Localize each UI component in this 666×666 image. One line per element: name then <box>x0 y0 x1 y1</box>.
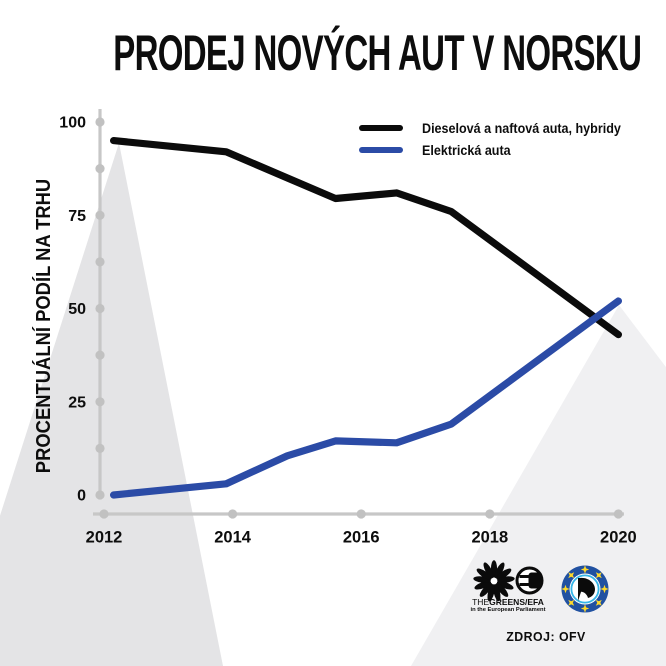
legend: Dieselová a naftová auta, hybridy Elektr… <box>359 117 636 161</box>
footer-logos <box>472 560 609 613</box>
greens-efa-sunflower-icon <box>472 560 516 602</box>
y-tick-75: 75 <box>68 208 86 225</box>
pirate-party-eu-icon <box>561 565 609 613</box>
legend-row-electric: Elektrická auta <box>359 139 636 161</box>
diesel-line-swatch <box>359 124 403 132</box>
legend-label-diesel: Dieselová a naftová auta, hybridy <box>422 120 621 136</box>
pirate-sail-glyph <box>578 577 595 601</box>
greens-efa-wordmark: THEGREENS/EFA <box>472 597 544 607</box>
diesel-hybrid-line <box>109 137 623 339</box>
y-axis-dots <box>95 117 105 500</box>
x-tick-2020: 2020 <box>600 529 637 547</box>
y-tick-100: 100 <box>59 115 86 132</box>
greens-efa-plug-icon <box>515 566 544 595</box>
x-tick-2018: 2018 <box>471 529 508 547</box>
legend-label-electric: Elektrická auta <box>422 142 511 158</box>
page-title: PRODEJ NOVÝCH AUT V NORSKU <box>113 25 642 81</box>
x-tick-2016: 2016 <box>343 529 380 547</box>
source-note: ZDROJ: OFV <box>506 629 586 644</box>
legend-row-diesel: Dieselová a naftová auta, hybridy <box>359 117 636 139</box>
x-axis-dots <box>99 509 624 519</box>
electric-line <box>109 297 623 499</box>
electric-line-swatch <box>359 146 403 154</box>
greens-efa-subtitle: in the European Parliament <box>470 607 546 613</box>
y-axis-title: PROCENTUÁLNÍ PODÍL NA TRHU <box>33 178 55 474</box>
x-tick-2012: 2012 <box>86 529 123 547</box>
x-tick-2014: 2014 <box>214 529 252 547</box>
y-tick-25: 25 <box>68 394 86 411</box>
y-tick-50: 50 <box>68 301 86 318</box>
bg-triangle-left <box>0 143 223 666</box>
y-tick-0: 0 <box>77 488 86 505</box>
